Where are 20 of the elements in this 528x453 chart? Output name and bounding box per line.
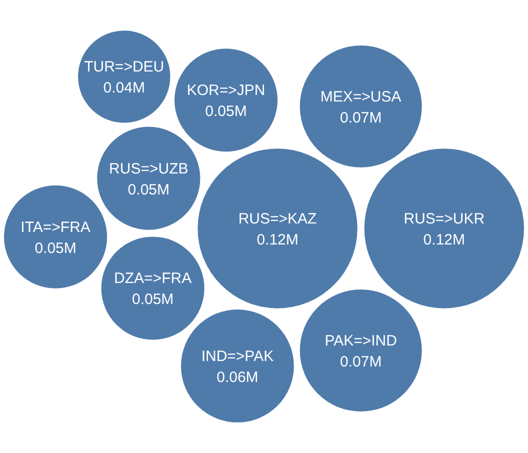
category-label: TUR=>DEU (84, 58, 164, 76)
data-label: 0.12M (423, 231, 466, 248)
data-label: 0.05M (132, 291, 174, 308)
data-label: 0.07M (340, 109, 382, 126)
category-label: IND=>PAK (201, 348, 274, 365)
category-label: ITA=>FRA (20, 218, 90, 236)
data-label: 0.07M (340, 353, 382, 370)
data-label: 0.12M (256, 231, 298, 248)
category-label: PAK=>IND (324, 332, 398, 350)
data-label: 0.06M (216, 368, 258, 386)
data-label: 0.05M (205, 103, 247, 120)
category-label: KOR=>JPN (186, 82, 266, 100)
data-label: 0.05M (34, 240, 76, 257)
category-label: RUS=>UKR (404, 210, 485, 228)
data-label: 0.05M (128, 181, 170, 198)
category-label: RUS=>KAZ (238, 210, 317, 228)
category-label: DZA=>FRA (114, 270, 192, 288)
category-label: RUS=>UZB (109, 160, 188, 178)
data-label: 0.04M (103, 80, 145, 97)
category-label: MEX=>USA (320, 88, 402, 106)
